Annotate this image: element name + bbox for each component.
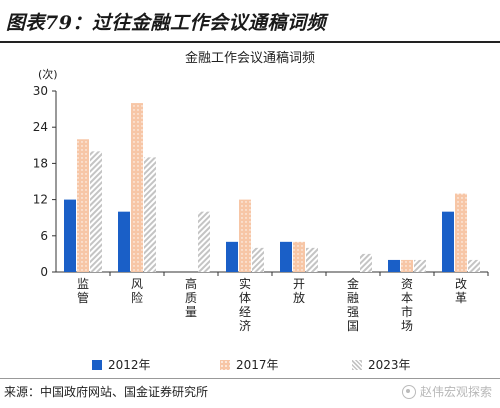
x-tick-label: 风险 xyxy=(131,277,143,305)
legend-label-2017: 2017年 xyxy=(236,358,279,372)
bar-2023年-改革 xyxy=(468,259,480,272)
y-tick-label: 24 xyxy=(33,120,48,134)
x-tick-label: 资本市场 xyxy=(401,277,413,333)
y-axis-unit: (次) xyxy=(38,68,58,81)
bar-2017年-风险 xyxy=(131,103,143,272)
y-tick-label: 30 xyxy=(33,84,48,98)
bar-2017年-监管 xyxy=(77,139,89,272)
bar-2023年-开放 xyxy=(306,247,318,272)
bar-2023年-监管 xyxy=(90,151,102,272)
x-tick-label: 金融强国 xyxy=(347,276,359,333)
bar-2017年-开放 xyxy=(293,241,305,272)
x-tick-label: 实体经济 xyxy=(239,276,251,333)
source-note: 来源：中国政府网站、国金证券研究所 xyxy=(4,385,209,399)
title-divider xyxy=(0,41,500,43)
legend-swatch-2012 xyxy=(92,359,102,370)
watermark: 赵伟宏观探索 xyxy=(401,383,492,400)
bar-2023年-风险 xyxy=(144,157,156,272)
figure-title: 图表79：过往金融工作会议通稿词频 xyxy=(6,12,326,34)
bar-2023年-实体经济 xyxy=(252,247,264,272)
bar-2012年-改革 xyxy=(442,211,454,272)
y-tick-label: 18 xyxy=(33,156,48,170)
source-divider xyxy=(0,378,500,379)
legend-item-2023: 2023年 xyxy=(352,356,411,373)
watermark-text: 赵伟宏观探索 xyxy=(419,385,492,399)
bar-2012年-开放 xyxy=(280,241,292,272)
bar-chart: 0 6 12 18 24 30 监管 风险 高质量 实体经济 开放 金融强国 资本市场 改革 xyxy=(33,84,489,333)
wechat-icon xyxy=(401,384,416,399)
chart-title: 金融工作会议通稿词频 xyxy=(184,51,315,66)
legend-label-2012: 2012年 xyxy=(108,358,151,372)
bar-2012年-资本市场 xyxy=(388,259,400,272)
legend-label-2023: 2023年 xyxy=(368,358,411,372)
bar-2023年-资本市场 xyxy=(414,259,426,272)
bar-2023年-高质量 xyxy=(198,211,210,272)
legend-item-2017: 2017年 xyxy=(220,356,279,373)
bar-2012年-实体经济 xyxy=(226,241,238,272)
bar-2017年-实体经济 xyxy=(239,199,251,272)
y-tick-label: 0 xyxy=(40,265,48,279)
bar-2012年-监管 xyxy=(64,199,76,272)
chart-legend: 2012年 2017年 2023年 xyxy=(0,356,500,372)
bar-2017年-改革 xyxy=(455,193,467,272)
legend-swatch-2017 xyxy=(220,359,230,370)
bar-2012年-风险 xyxy=(118,211,130,272)
x-tick-label: 开放 xyxy=(293,277,305,305)
legend-item-2012: 2012年 xyxy=(92,356,151,373)
x-tick-label: 监管 xyxy=(77,277,89,305)
bar-2017年-资本市场 xyxy=(401,259,413,272)
x-tick-label: 高质量 xyxy=(185,276,197,319)
bar-2023年-金融强国 xyxy=(360,253,372,272)
x-tick-label: 改革 xyxy=(455,277,467,305)
y-tick-label: 12 xyxy=(33,193,48,207)
y-tick-label: 6 xyxy=(40,229,48,243)
legend-swatch-2023 xyxy=(352,359,362,370)
